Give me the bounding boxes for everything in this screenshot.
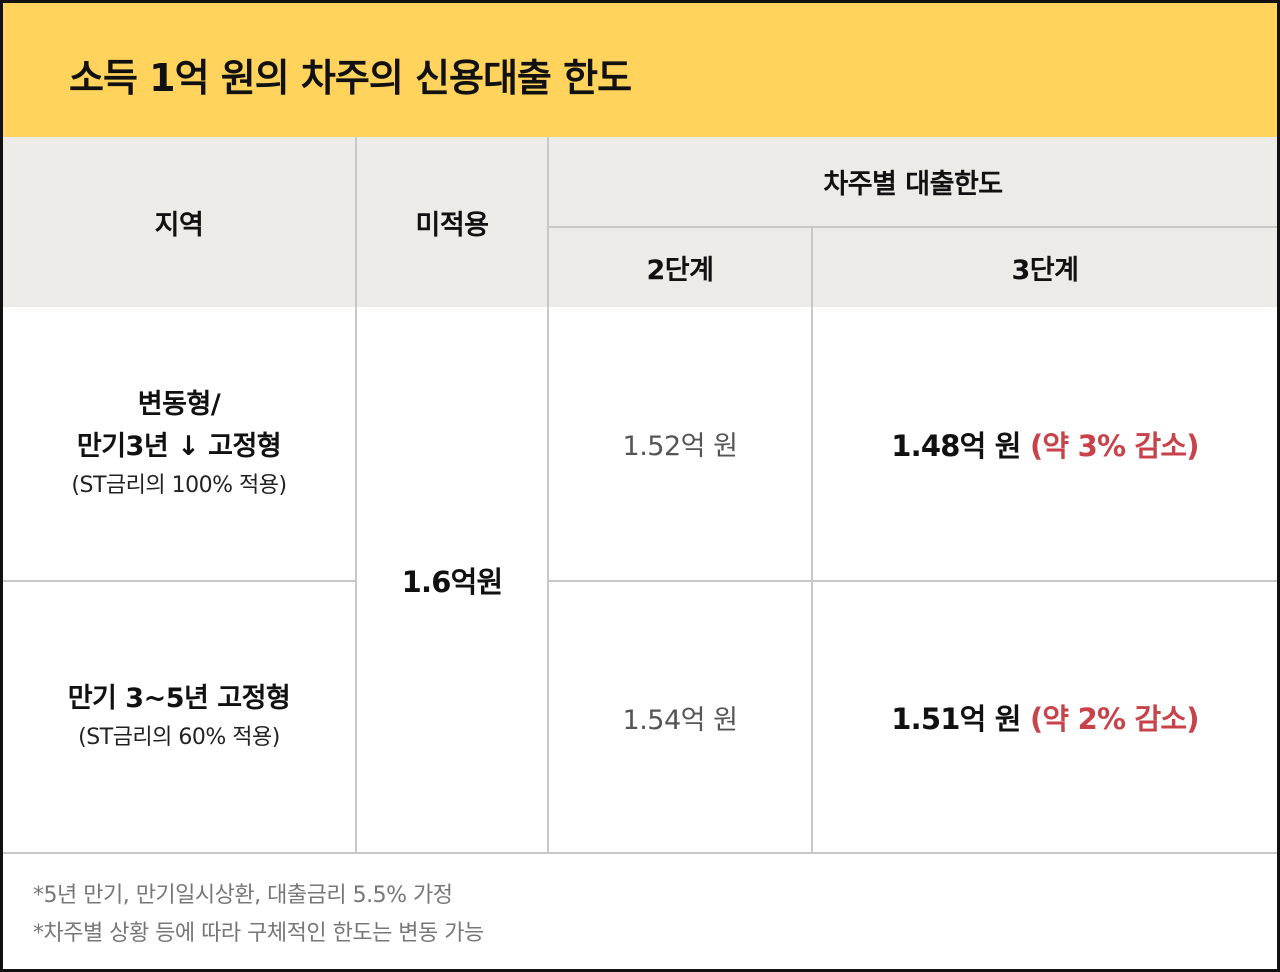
row2-stage2-value: 1.54억 원 [622, 704, 738, 736]
page-title: 소득 1억 원의 차주의 신용대출 한도 [69, 56, 632, 100]
footnote-assumption: *5년 만기, 만기일시상환, 대출금리 5.5% 가정 [33, 883, 453, 908]
header-region: 지역 [3, 137, 355, 307]
row-divider [549, 580, 1277, 582]
row2-stage3: 1.51억 원 (약 2% 감소) [813, 582, 1277, 852]
row1-stage3-value: 1.48억 원 [891, 428, 1021, 463]
header-not-applied-label: 미적용 [415, 209, 489, 241]
row2-region-sub: (ST금리의 60% 적용) [78, 725, 280, 750]
not-applied-value: 1.6억원 [401, 564, 504, 599]
row1-region-sub: (ST금리의 100% 적용) [71, 472, 287, 498]
row1-stage2: 1.52억 원 [549, 307, 811, 580]
row1-stage3-change: (약 3% 감소) [1029, 428, 1200, 463]
row2-stage3-value: 1.51억 원 [891, 702, 1021, 736]
row2-stage3-text: 1.51억 원 (약 2% 감소) [891, 696, 1199, 738]
title-bar: 소득 1억 원의 차주의 신용대출 한도 [3, 3, 1277, 137]
column-divider [547, 137, 549, 853]
footnote-disclaimer: *차주별 상황 등에 따라 구체적인 한도는 변동 가능 [33, 921, 484, 946]
table-bottom-divider [3, 852, 1277, 854]
row1-stage3-text: 1.48억 원 (약 3% 감소) [891, 423, 1199, 465]
header-stage3-label: 3단계 [1011, 255, 1079, 286]
header-not-applied: 미적용 [357, 137, 547, 307]
row1-region-line1: 변동형/ [137, 388, 221, 420]
header-stage2-label: 2단계 [646, 255, 714, 286]
not-applied-value-cell: 1.6억원 [357, 307, 547, 852]
row-divider [3, 580, 357, 582]
row2-stage3-change: (약 2% 감소) [1029, 702, 1200, 736]
row1-region: 변동형/ 만기3년 ↓ 고정형 (ST금리의 100% 적용) [3, 307, 355, 580]
column-divider [811, 227, 813, 853]
row1-region-line2: 만기3년 ↓ 고정형 [76, 430, 282, 462]
header-region-label: 지역 [154, 209, 204, 241]
table-header [3, 137, 1277, 307]
row2-stage2: 1.54억 원 [549, 582, 811, 852]
column-divider [355, 137, 357, 853]
row2-region-line1: 만기 3~5년 고정형 [67, 683, 291, 714]
header-sub-divider [547, 226, 1277, 228]
row2-region: 만기 3~5년 고정형 (ST금리의 60% 적용) [3, 582, 355, 852]
row1-stage3: 1.48억 원 (약 3% 감소) [813, 307, 1277, 580]
header-by-borrower-label: 차주별 대출한도 [823, 169, 1003, 200]
header-stage2: 2단계 [549, 228, 811, 307]
row1-stage2-value: 1.52억 원 [622, 431, 738, 462]
header-by-borrower: 차주별 대출한도 [549, 137, 1277, 226]
header-stage3: 3단계 [813, 228, 1277, 307]
